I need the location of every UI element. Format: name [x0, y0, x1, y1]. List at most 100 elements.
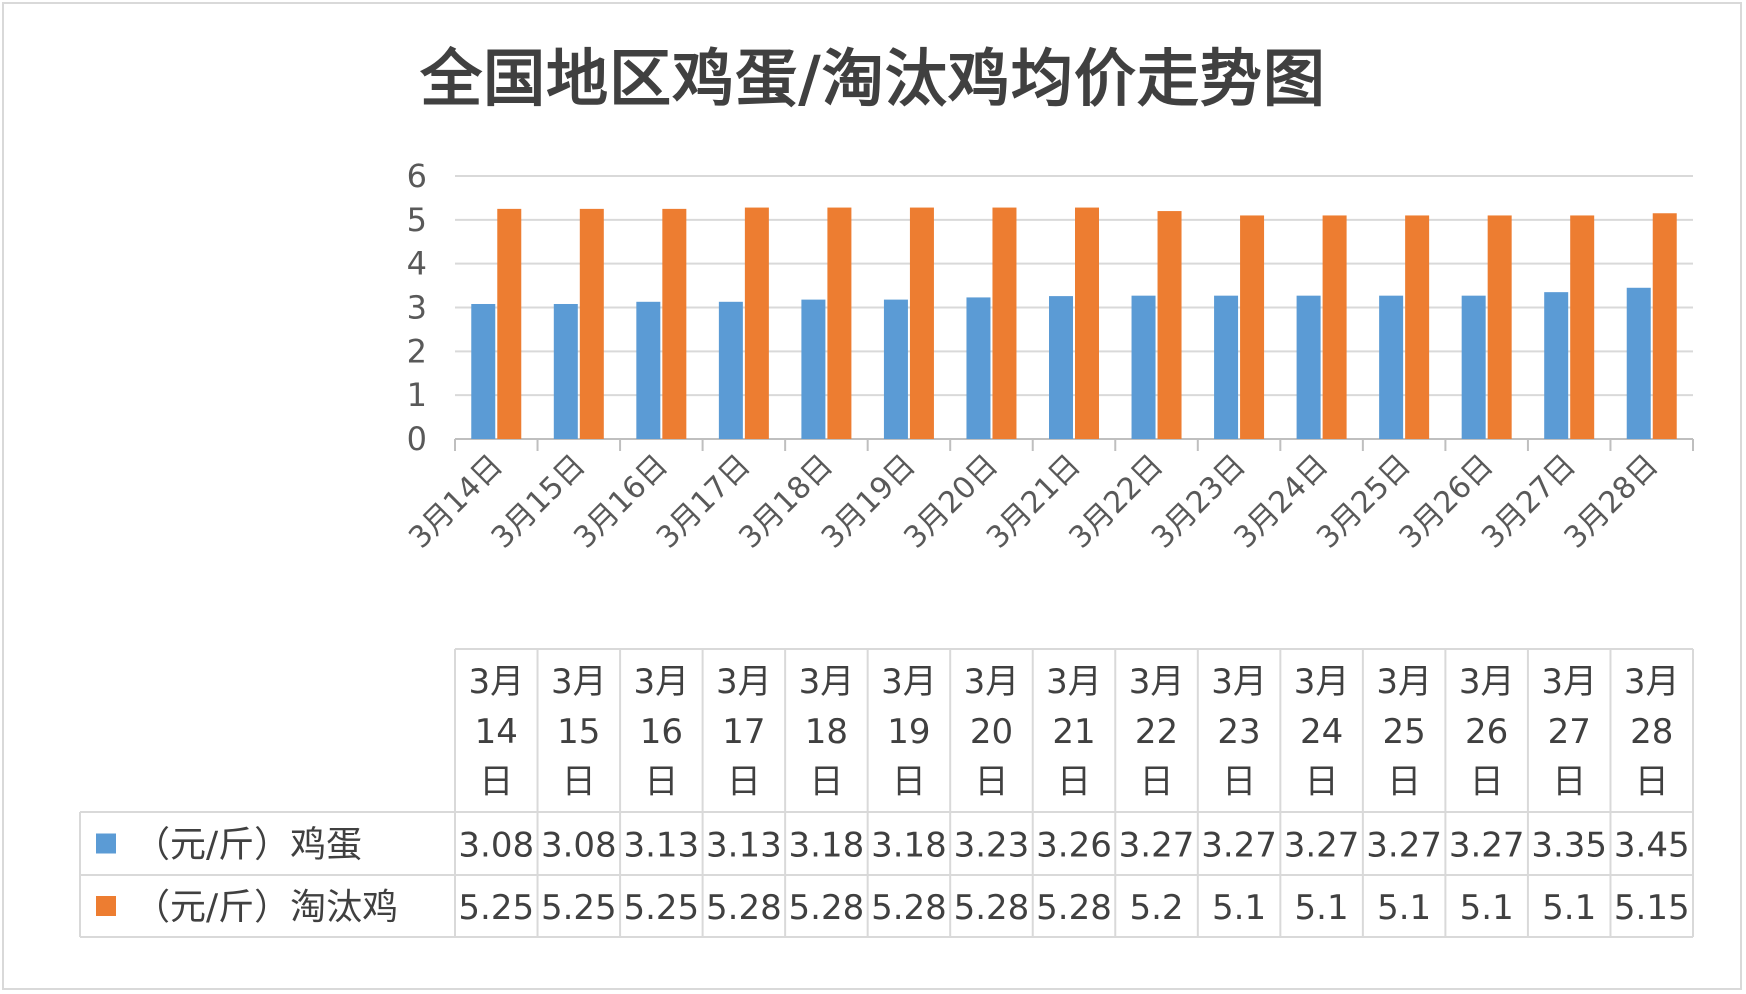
y-tick-label: 1 — [407, 376, 427, 414]
table-header-cell: 日 — [974, 762, 1008, 802]
bar-hen — [1240, 215, 1265, 439]
y-tick-label: 5 — [407, 201, 427, 239]
table-header-cell: 日 — [1635, 762, 1669, 802]
table-value-cell: 5.1 — [1460, 888, 1514, 928]
y-tick-label: 2 — [407, 332, 427, 370]
table-value-cell: 3.45 — [1614, 826, 1690, 866]
bar-egg — [1379, 295, 1404, 439]
table-header-cell: 3月 — [468, 662, 524, 702]
table-value-cell: 5.25 — [541, 888, 617, 928]
table-header-cell: 20 — [970, 712, 1013, 752]
bar-hen — [1157, 211, 1182, 439]
table-header-cell: 16 — [640, 712, 683, 752]
table-header-cell: 日 — [1387, 762, 1421, 802]
table-header-cell: 3月 — [1624, 662, 1680, 702]
y-tick-label: 6 — [407, 157, 427, 195]
legend-swatch-hen — [96, 896, 116, 916]
table-header-cell: 3月 — [1376, 662, 1432, 702]
table-header-cell: 3月 — [799, 662, 855, 702]
bar-hen — [992, 207, 1017, 439]
table-header-cell: 18 — [805, 712, 848, 752]
table-header-cell: 22 — [1135, 712, 1178, 752]
bar-egg — [1461, 295, 1486, 439]
table-value-cell: 5.28 — [1036, 888, 1112, 928]
table-value-cell: 3.23 — [954, 826, 1030, 866]
table-header-cell: 日 — [479, 762, 513, 802]
table-header-cell: 24 — [1300, 712, 1343, 752]
bar-egg — [471, 303, 496, 439]
table-value-cell: 3.18 — [789, 826, 865, 866]
bar-egg — [1544, 292, 1569, 439]
bar-egg — [553, 303, 578, 439]
bar-egg — [1049, 296, 1073, 439]
table-value-cell: 5.2 — [1129, 888, 1183, 928]
table-value-cell: 3.08 — [458, 826, 534, 866]
bar-hen — [909, 207, 934, 439]
table-header-cell: 日 — [727, 762, 761, 802]
legend-label: （元/斤）鸡蛋 — [134, 825, 362, 866]
table-value-cell: 3.13 — [623, 826, 699, 866]
table-header-cell: 3月 — [1129, 662, 1185, 702]
bar-egg — [636, 301, 661, 439]
bar-egg — [883, 299, 908, 439]
table-header-cell: 23 — [1217, 712, 1260, 752]
bar-hen — [1405, 215, 1430, 439]
table-value-cell: 3.35 — [1531, 826, 1607, 866]
table-value-cell: 3.26 — [1036, 826, 1112, 866]
table-header-cell: 3月 — [716, 662, 772, 702]
bar-hen — [1652, 213, 1677, 439]
table-header-cell: 19 — [887, 712, 930, 752]
table-value-cell: 3.08 — [541, 826, 617, 866]
table-header-cell: 3月 — [1211, 662, 1267, 702]
table-header-cell: 17 — [722, 712, 765, 752]
table-header-cell: 日 — [1470, 762, 1504, 802]
table-value-cell: 5.28 — [789, 888, 865, 928]
table-value-cell: 5.28 — [706, 888, 782, 928]
bar-egg — [801, 299, 826, 439]
bar-egg — [966, 297, 991, 439]
table-value-cell: 3.27 — [1284, 826, 1360, 866]
table-header-cell: 21 — [1052, 712, 1095, 752]
bar-egg — [1626, 287, 1651, 439]
table-header-cell: 28 — [1630, 712, 1673, 752]
bar-hen — [662, 208, 687, 439]
y-tick-label: 0 — [407, 420, 427, 458]
table-header-cell: 3月 — [1541, 662, 1597, 702]
bar-egg — [1131, 295, 1156, 439]
table-value-cell: 5.1 — [1377, 888, 1431, 928]
chart-title: 全国地区鸡蛋/淘汰鸡均价走势图 — [420, 42, 1326, 115]
table-header-cell: 14 — [475, 712, 518, 752]
table-header-cell: 日 — [1552, 762, 1586, 802]
table-value-cell: 5.25 — [623, 888, 699, 928]
table-header-cell: 日 — [892, 762, 926, 802]
bar-hen — [827, 207, 852, 439]
bar-hen — [1487, 215, 1512, 439]
table-header-cell: 3月 — [964, 662, 1020, 702]
table-header-cell: 27 — [1548, 712, 1591, 752]
legend-swatch-egg — [96, 833, 116, 854]
bar-egg — [1296, 295, 1321, 439]
table-header-cell: 25 — [1383, 712, 1426, 752]
bar-hen — [1322, 215, 1347, 439]
legend-label: （元/斤）淘汰鸡 — [134, 887, 398, 928]
bar-egg — [1214, 295, 1239, 439]
table-header-cell: 3月 — [1459, 662, 1515, 702]
table-header-cell: 26 — [1465, 712, 1508, 752]
table-value-cell: 5.1 — [1295, 888, 1349, 928]
table-header-cell: 3月 — [634, 662, 690, 702]
table-value-cell: 3.27 — [1201, 826, 1277, 866]
bar-hen — [497, 208, 522, 439]
table-header-cell: 3月 — [881, 662, 937, 702]
table-value-cell: 5.28 — [954, 888, 1030, 928]
table-header-cell: 3月 — [551, 662, 607, 702]
table-header-cell: 日 — [644, 762, 678, 802]
table-header-cell: 日 — [1222, 762, 1256, 802]
bar-hen — [1075, 207, 1099, 439]
table-value-cell: 5.25 — [458, 888, 534, 928]
bar-hen — [1570, 215, 1595, 439]
table-value-cell: 5.1 — [1212, 888, 1266, 928]
table-header-cell: 日 — [562, 762, 596, 802]
